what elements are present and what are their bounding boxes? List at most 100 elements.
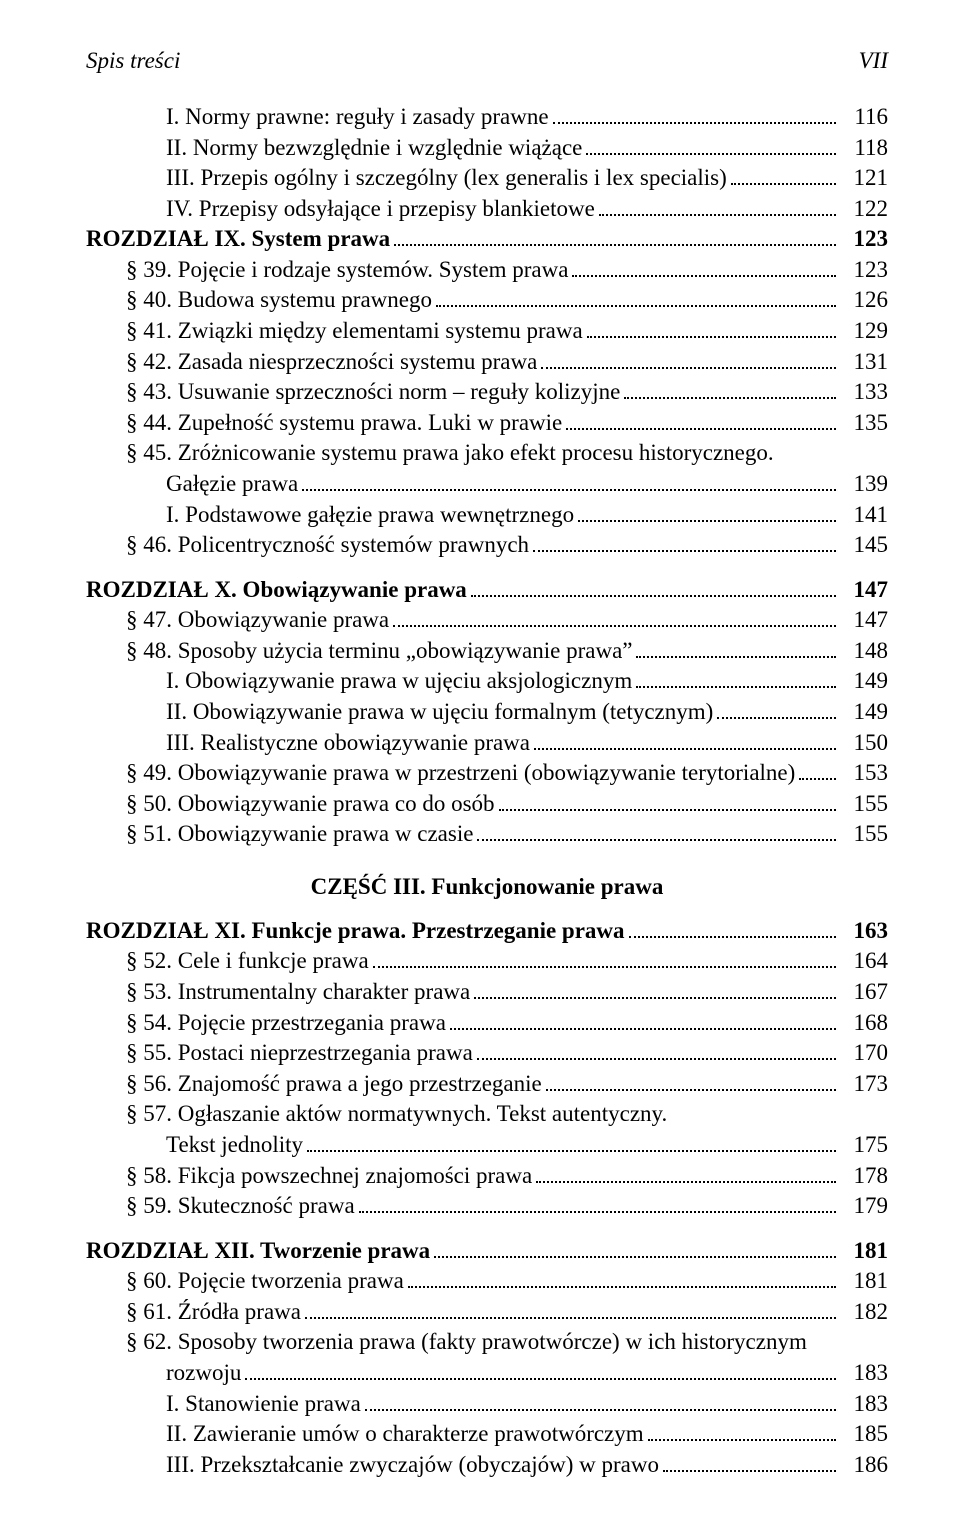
toc-label: § 44. Zupełność systemu prawa. Luki w pr… xyxy=(126,408,562,439)
page: Spis treści VII I. Normy prawne: reguły … xyxy=(0,0,960,1540)
leader-dots xyxy=(717,699,836,719)
section-gap xyxy=(86,1222,888,1236)
toc-entry: IV. Przepisy odsyłające i przepisy blank… xyxy=(86,194,888,225)
leader-dots xyxy=(663,1451,836,1471)
toc-page-number: 167 xyxy=(840,977,888,1008)
toc-entry: § 43. Usuwanie sprzeczności norm – reguł… xyxy=(86,377,888,408)
leader-dots xyxy=(541,348,836,368)
toc-label: § 50. Obowiązywanie prawa co do osób xyxy=(126,789,495,820)
leader-dots xyxy=(566,409,836,429)
leader-dots xyxy=(302,471,836,491)
toc-label: I. Obowiązywanie prawa w ujęciu aksjolog… xyxy=(166,666,632,697)
toc-page-number: 126 xyxy=(840,285,888,316)
toc-label: I. Normy prawne: reguły i zasady prawne xyxy=(166,102,549,133)
leader-dots xyxy=(624,379,836,399)
leader-dots xyxy=(599,195,836,215)
toc-label: III. Przekształcanie zwyczajów (obyczajó… xyxy=(166,1450,659,1481)
leader-dots xyxy=(587,318,836,338)
toc-label: IV. Przepisy odsyłające i przepisy blank… xyxy=(166,194,595,225)
leader-dots xyxy=(436,287,836,307)
toc-entry: II. Zawieranie umów o charakterze prawot… xyxy=(86,1419,888,1450)
leader-dots xyxy=(534,729,836,749)
toc-page-number: 155 xyxy=(840,819,888,850)
leader-dots xyxy=(578,501,836,521)
toc-label: § 56. Znajomość prawa a jego przestrzega… xyxy=(126,1069,542,1100)
toc-entry: I. Podstawowe gałęzie prawa wewnętrznego… xyxy=(86,500,888,531)
leader-dots xyxy=(477,821,836,841)
toc-label: § 43. Usuwanie sprzeczności norm – reguł… xyxy=(126,377,620,408)
toc-label: I. Podstawowe gałęzie prawa wewnętrznego xyxy=(166,500,574,531)
toc-entry: ROZDZIAŁ XII. Tworzenie prawa181 xyxy=(86,1236,888,1267)
toc-label: ROZDZIAŁ XII. Tworzenie prawa xyxy=(86,1236,430,1267)
toc-entry: § 41. Związki między elementami systemu … xyxy=(86,316,888,347)
leader-dots xyxy=(471,576,836,596)
leader-dots xyxy=(546,1070,836,1090)
part-title: CZĘŚĆ III. Funkcjonowanie prawa xyxy=(86,874,888,900)
leader-dots xyxy=(731,165,836,185)
toc-entry: § 44. Zupełność systemu prawa. Luki w pr… xyxy=(86,408,888,439)
toc-label: Gałęzie prawa xyxy=(166,469,298,500)
header-left: Spis treści xyxy=(86,48,180,74)
toc-page-number: 182 xyxy=(840,1297,888,1328)
toc-page-number: 139 xyxy=(840,469,888,500)
leader-dots xyxy=(359,1193,836,1213)
toc-page-number: 145 xyxy=(840,530,888,561)
toc-label: § 57. Ogłaszanie aktów normatywnych. Tek… xyxy=(126,1101,667,1126)
leader-dots xyxy=(799,760,836,780)
toc-entry: § 48. Sposoby użycia terminu „obowiązywa… xyxy=(86,636,888,667)
toc-entry: I. Normy prawne: reguły i zasady prawne1… xyxy=(86,102,888,133)
toc-label: § 46. Policentryczność systemów prawnych xyxy=(126,530,529,561)
toc-entry: II. Normy bezwzględnie i względnie wiążą… xyxy=(86,133,888,164)
toc-entry: ROZDZIAŁ IX. System prawa123 xyxy=(86,224,888,255)
toc-page-number: 118 xyxy=(840,133,888,164)
toc-entry: § 55. Postaci nieprzestrzegania prawa170 xyxy=(86,1038,888,1069)
leader-dots xyxy=(648,1421,836,1441)
toc-label: § 54. Pojęcie przestrzegania prawa xyxy=(126,1008,446,1039)
toc-entry: § 42. Zasada niesprzeczności systemu pra… xyxy=(86,347,888,378)
toc-entry: § 46. Policentryczność systemów prawnych… xyxy=(86,530,888,561)
toc-page-number: 185 xyxy=(840,1419,888,1450)
toc-label: rozwoju xyxy=(166,1358,241,1389)
toc-page-number: 183 xyxy=(840,1358,888,1389)
toc-page-number: 179 xyxy=(840,1191,888,1222)
toc-entry: § 51. Obowiązywanie prawa w czasie155 xyxy=(86,819,888,850)
leader-dots xyxy=(393,607,836,627)
leader-dots xyxy=(408,1268,836,1288)
toc-label: § 41. Związki między elementami systemu … xyxy=(126,316,583,347)
leader-dots xyxy=(365,1390,836,1410)
toc-page-number: 163 xyxy=(840,916,888,947)
toc-entry: § 53. Instrumentalny charakter prawa167 xyxy=(86,977,888,1008)
toc-page-number: 122 xyxy=(840,194,888,225)
toc-page-number: 153 xyxy=(840,758,888,789)
leader-dots xyxy=(245,1360,836,1380)
toc-label: § 47. Obowiązywanie prawa xyxy=(126,605,389,636)
toc-page-number: 181 xyxy=(840,1266,888,1297)
section-gap xyxy=(86,561,888,575)
toc-entry: § 47. Obowiązywanie prawa 147 xyxy=(86,605,888,636)
leader-dots xyxy=(373,948,836,968)
toc-label: Tekst jednolity xyxy=(166,1130,303,1161)
toc-entry: § 39. Pojęcie i rodzaje systemów. System… xyxy=(86,255,888,286)
toc-entry: § 52. Cele i funkcje prawa164 xyxy=(86,946,888,977)
toc-entry: ROZDZIAŁ X. Obowiązywanie prawa147 xyxy=(86,575,888,606)
toc-label: ROZDZIAŁ XI. Funkcje prawa. Przestrzegan… xyxy=(86,916,625,947)
leader-dots xyxy=(394,226,836,246)
toc-page-number: 178 xyxy=(840,1161,888,1192)
toc-entry-continuation: Tekst jednolity175 xyxy=(86,1130,888,1161)
toc-entry: ROZDZIAŁ XI. Funkcje prawa. Przestrzegan… xyxy=(86,916,888,947)
toc-entry: § 56. Znajomość prawa a jego przestrzega… xyxy=(86,1069,888,1100)
toc-label: I. Stanowienie prawa xyxy=(166,1389,361,1420)
toc-entry: III. Realistyczne obowiązywanie prawa150 xyxy=(86,728,888,759)
leader-dots xyxy=(305,1298,836,1318)
leader-dots xyxy=(533,532,836,552)
toc-label: II. Zawieranie umów o charakterze prawot… xyxy=(166,1419,644,1450)
toc-page-number: 170 xyxy=(840,1038,888,1069)
leader-dots xyxy=(586,134,836,154)
toc-label: § 61. Źródła prawa xyxy=(126,1297,301,1328)
toc-page-number: 123 xyxy=(840,255,888,286)
toc-label: ROZDZIAŁ X. Obowiązywanie prawa xyxy=(86,575,467,606)
toc-page-number: 168 xyxy=(840,1008,888,1039)
toc-page-number: 121 xyxy=(840,163,888,194)
toc-label: III. Przepis ogólny i szczególny (lex ge… xyxy=(166,163,727,194)
toc-page-number: 147 xyxy=(840,605,888,636)
